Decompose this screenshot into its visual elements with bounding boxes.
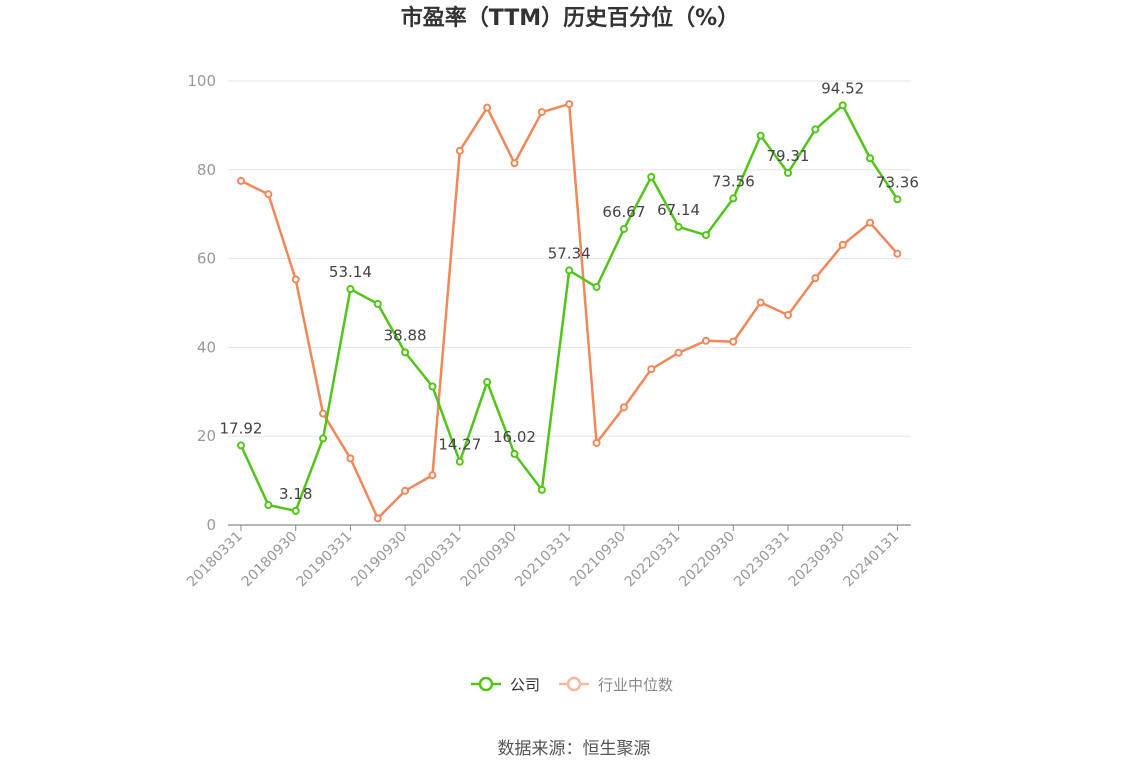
series <box>237 100 902 523</box>
data-label: 3.18 <box>279 485 312 503</box>
y-tick-label: 80 <box>197 161 216 179</box>
data-point <box>701 336 710 345</box>
data-source: 数据来源：恒生聚源 <box>498 739 651 759</box>
x-tick-label: 20180331 <box>184 529 246 591</box>
data-point <box>264 501 273 510</box>
data-point <box>729 194 738 203</box>
data-point <box>346 285 355 294</box>
y-tick-label: 0 <box>206 516 216 534</box>
data-point <box>619 403 628 412</box>
chart-title: 市盈率（TTM）历史百分位（%） <box>401 5 739 31</box>
data-point <box>784 168 792 177</box>
y-tick-label: 40 <box>197 338 216 356</box>
data-point <box>291 506 300 515</box>
data-point <box>346 454 355 463</box>
legend-item-company[interactable]: 公司 <box>471 676 540 694</box>
data-point <box>537 485 546 494</box>
x-tick-label: 20200331 <box>403 529 465 591</box>
data-point <box>729 337 738 346</box>
data-point <box>811 125 820 134</box>
data-point <box>756 131 765 140</box>
data-label: 67.14 <box>657 201 700 219</box>
data-point <box>237 176 245 185</box>
legend[interactable]: 公司 行业中位数 <box>471 676 673 694</box>
data-label: 57.34 <box>548 244 591 262</box>
data-point <box>510 449 519 458</box>
data-point <box>756 298 765 307</box>
data-label: 38.88 <box>384 326 427 344</box>
data-point <box>428 382 437 391</box>
data-point <box>838 101 847 110</box>
data-point <box>701 231 710 240</box>
data-point <box>373 514 382 523</box>
data-point <box>619 224 628 233</box>
data-point <box>319 409 328 418</box>
data-point <box>455 457 464 466</box>
legend-company-marker <box>478 676 494 692</box>
data-point <box>866 218 875 227</box>
data-point <box>401 486 410 495</box>
data-point <box>838 240 847 249</box>
data-point <box>866 154 875 163</box>
x-tick-label: 20210930 <box>567 529 629 591</box>
x-tick-label: 20190930 <box>348 529 410 591</box>
data-label: 14.27 <box>438 436 481 454</box>
data-point <box>264 190 273 199</box>
x-tick-label: 20230331 <box>731 529 793 591</box>
data-point <box>674 222 683 231</box>
data-point <box>565 266 574 275</box>
legend-industry-label: 行业中位数 <box>598 676 673 694</box>
legend-industry-marker <box>566 676 582 692</box>
data-point <box>647 172 656 181</box>
y-tick-label: 20 <box>197 427 216 445</box>
data-point <box>674 348 683 357</box>
x-tick-label: 20200930 <box>458 529 520 591</box>
data-point <box>237 441 245 450</box>
data-point <box>455 146 464 155</box>
data-point <box>893 249 902 258</box>
data-point <box>483 378 492 387</box>
grid <box>228 80 911 437</box>
x-tick-label: 20220331 <box>622 529 684 591</box>
y-tick-label: 60 <box>197 250 216 268</box>
data-label: 66.67 <box>602 203 645 221</box>
data-label: 73.56 <box>712 172 755 190</box>
x-tick-label: 20190331 <box>294 529 356 591</box>
x-tick-label: 20210331 <box>512 529 574 591</box>
data-label: 73.36 <box>876 173 919 191</box>
data-labels: 17.92 3.18 53.14 38.88 14.27 16.02 57.34 66.67 6… <box>220 79 919 503</box>
data-point <box>291 275 300 284</box>
data-point <box>784 310 792 319</box>
data-label: 94.52 <box>821 79 864 97</box>
series-line-1 <box>240 102 899 520</box>
data-label: 53.14 <box>329 263 372 281</box>
data-point <box>592 283 601 292</box>
x-tick-label: 20230930 <box>786 529 848 591</box>
data-point <box>893 195 902 204</box>
x-tick-label: 20240131 <box>841 529 903 591</box>
data-label: 79.31 <box>767 147 810 165</box>
data-point <box>647 365 656 374</box>
data-point <box>565 100 574 109</box>
data-point <box>483 103 492 112</box>
data-point <box>401 348 410 357</box>
data-point <box>811 274 820 283</box>
data-point <box>428 471 437 480</box>
data-label: 17.92 <box>220 419 263 437</box>
data-point <box>592 438 601 447</box>
data-point <box>319 434 328 443</box>
legend-company-label: 公司 <box>510 676 540 694</box>
data-label: 16.02 <box>493 428 536 446</box>
legend-item-industry-median[interactable]: 行业中位数 <box>559 676 673 694</box>
data-point <box>373 299 382 308</box>
x-tick-label: 20180930 <box>239 529 301 591</box>
x-tick-label: 20220930 <box>676 529 738 591</box>
data-point <box>510 159 519 168</box>
y-tick-label: 100 <box>187 72 216 90</box>
series-line-0 <box>239 104 899 513</box>
data-point <box>537 108 546 117</box>
